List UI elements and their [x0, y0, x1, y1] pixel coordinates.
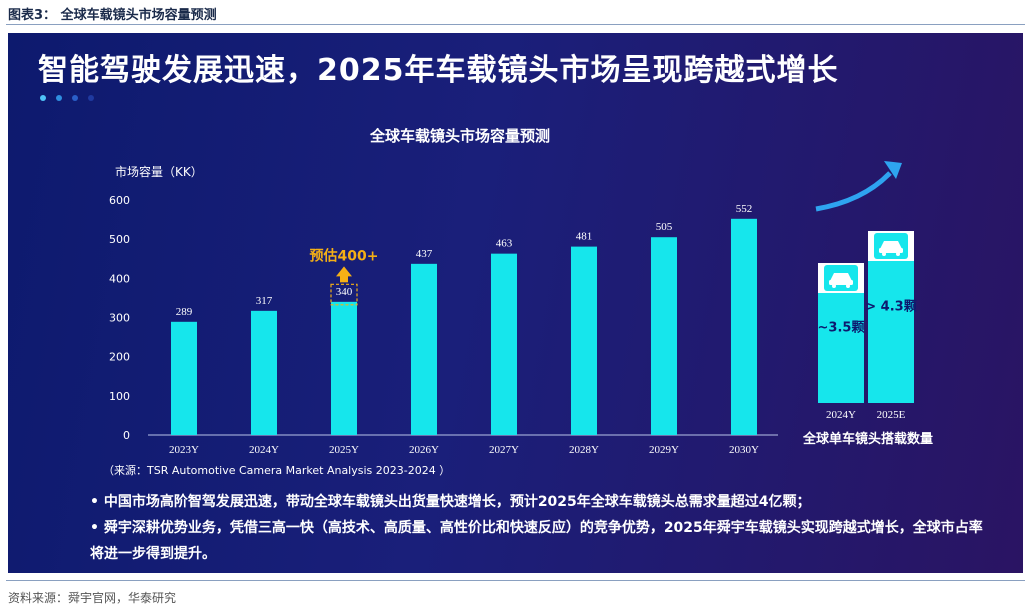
source-note: （来源：TSR Automotive Camera Market Analysi…: [103, 463, 450, 477]
x-tick-label: 2024Y: [249, 444, 279, 456]
side-bar-2024Y: [818, 293, 864, 403]
bar-2025Y: [331, 301, 357, 435]
data-label: 552: [736, 203, 753, 215]
car-icon: [829, 273, 853, 288]
data-label: 505: [656, 221, 673, 233]
dot-icon: [40, 95, 46, 101]
headline: 智能驾驶发展迅速，2025年车载镜头市场呈现跨越式增长: [38, 53, 839, 88]
top-rule: [6, 24, 1025, 25]
bullet-item: • 中国市场高阶智驾发展迅速，带动全球车载镜头出货量快速增长，预计2025年全球…: [90, 494, 811, 510]
slide-panel: 智能驾驶发展迅速，2025年车载镜头市场呈现跨越式增长 全球车载镜头市场容量预测…: [8, 33, 1023, 573]
y-axis: 0 100 200 300 400 500 600: [109, 194, 130, 442]
data-label: 481: [576, 231, 593, 243]
market-capacity-chart: 全球车载镜头市场容量预测 市场容量（KK） 0 100 200 300 400 500 60…: [103, 127, 933, 477]
data-label: 463: [496, 238, 513, 250]
side-chart-title: 全球单车镜头搭载数量: [802, 431, 933, 447]
dot-icon: [56, 95, 62, 101]
bullet-list: • 中国市场高阶智驾发展迅速，带动全球车载镜头出货量快速增长，预计2025年全球…: [90, 489, 995, 567]
bar-series: 289 2023Y 317 2024Y 340 2025Y 437 2026Y 463 2027Y…: [169, 203, 759, 456]
y-tick-label: 0: [123, 429, 130, 442]
figure-caption: 图表3： 全球车载镜头市场容量预测: [8, 8, 217, 23]
y-tick-label: 600: [109, 194, 130, 207]
data-label: 437: [416, 248, 433, 260]
bottom-rule: [6, 580, 1025, 581]
arrow-head-icon: [884, 161, 902, 179]
bar-2024Y: [251, 310, 277, 435]
car-icon: [879, 241, 903, 256]
bar-2029Y: [651, 237, 677, 435]
bar-2023Y: [171, 321, 197, 435]
x-tick-label: 2023Y: [169, 444, 199, 456]
camera-per-vehicle-chart: ~3.5颗 2024Y > 4.3颗 2025E 全球单车镜头搭载数量: [802, 161, 933, 447]
forecast-dashed-box: [330, 283, 358, 306]
data-label: 289: [176, 306, 193, 318]
y-tick-label: 100: [109, 390, 130, 403]
x-tick-label: 2027Y: [489, 444, 519, 456]
bar-2026Y: [411, 263, 437, 435]
up-arrow-stem: [340, 275, 348, 283]
bar-2028Y: [571, 246, 597, 435]
forecast-label: 预估400+: [310, 247, 379, 264]
x-tick-label: 2025Y: [329, 444, 359, 456]
data-label: 340: [336, 286, 353, 298]
data-label: 317: [256, 295, 273, 307]
side-value-label: > 4.3颗: [865, 300, 916, 315]
side-bar-2025E: [868, 261, 914, 403]
side-value-label: ~3.5颗: [818, 321, 865, 336]
y-axis-label: 市场容量（KK）: [115, 164, 203, 179]
up-arrow-icon: [336, 266, 352, 277]
bar-2030Y: [731, 218, 757, 435]
y-tick-label: 300: [109, 312, 130, 325]
chart-title: 全球车载镜头市场容量预测: [369, 127, 550, 145]
x-tick-label: 2026Y: [409, 444, 439, 456]
x-tick-label: 2030Y: [729, 444, 759, 456]
source-text: 资料来源：舜宇官网，华泰研究: [8, 591, 177, 605]
dot-icon: [88, 95, 94, 101]
bullet-item: • 舜宇深耕优势业务，凭借三高一快（高技术、高质量、高性价比和快速反应）的竞争优…: [90, 520, 983, 562]
side-x-tick-label: 2024Y: [826, 409, 856, 421]
decorative-dots: [40, 95, 94, 101]
bar-2027Y: [491, 253, 517, 435]
y-tick-label: 500: [109, 233, 130, 246]
y-tick-label: 400: [109, 272, 130, 285]
dot-icon: [72, 95, 78, 101]
side-x-tick-label: 2025E: [877, 409, 906, 421]
x-tick-label: 2029Y: [649, 444, 679, 456]
x-tick-label: 2028Y: [569, 444, 599, 456]
y-tick-label: 200: [109, 351, 130, 364]
growth-arrow-icon: [815, 171, 892, 212]
forecast-annotation: 预估400+: [310, 247, 379, 306]
